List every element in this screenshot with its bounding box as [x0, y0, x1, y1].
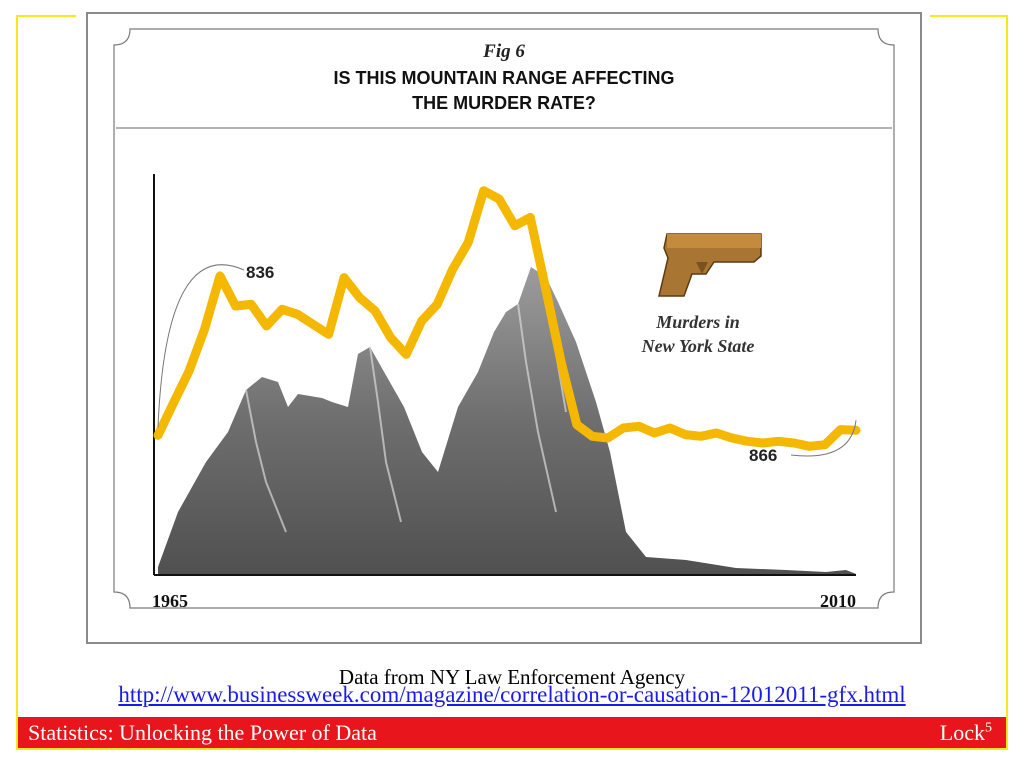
plot-area	[153, 174, 861, 576]
annotation-866: 866	[749, 446, 777, 465]
footer-author-name: Lock	[939, 720, 985, 745]
frame-line-bottom	[16, 748, 1008, 750]
figure: Fig 6 IS THIS MOUNTAIN RANGE AFFECTING T…	[86, 12, 922, 644]
frame-line-left	[16, 15, 18, 750]
footer-title: Statistics: Unlocking the Power of Data	[28, 720, 377, 745]
source-url-link[interactable]: http://www.businessweek.com/magazine/cor…	[118, 682, 906, 707]
fig-label: Fig 6	[482, 41, 525, 62]
mountain-snow-streaks	[245, 276, 567, 533]
murders-series-line	[153, 186, 861, 451]
murder-rate-chart: Fig 6 IS THIS MOUNTAIN RANGE AFFECTING T…	[86, 12, 922, 644]
figure-inner-border	[113, 28, 895, 609]
chart-title-line1: IS THIS MOUNTAIN RANGE AFFECTING	[334, 68, 675, 88]
x-start-label: 1965	[152, 591, 188, 611]
frame-line-right	[1006, 15, 1008, 750]
chart-title-line2: THE MURDER RATE?	[412, 93, 596, 113]
footer-author: Lock5	[940, 720, 992, 746]
annotation-leader-836	[157, 264, 245, 428]
source-text: Data from NY Law Enforcement Agency	[338, 665, 686, 689]
frame-line-top-right	[930, 15, 1008, 17]
x-end-label: 2010	[820, 591, 856, 611]
annotation-836: 836	[246, 263, 274, 282]
footer-page-number: 5	[985, 720, 992, 736]
legend-line1: Murders in	[655, 312, 740, 332]
annotation-leader-866	[790, 420, 857, 457]
footer-bar: Statistics: Unlocking the Power of Data …	[18, 717, 1006, 748]
handgun-icon	[658, 233, 762, 297]
mountain-range-image	[158, 267, 856, 575]
legend-line2: New York State	[641, 336, 755, 356]
frame-line-top-left	[16, 15, 76, 17]
